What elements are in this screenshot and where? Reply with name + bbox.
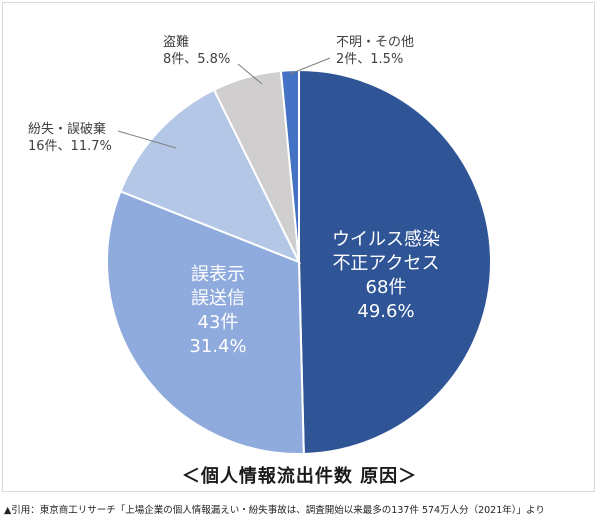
- pie-slice-2: [119, 88, 302, 264]
- slice-label-1: 誤表示誤送信 43件 31.4%: [189, 264, 246, 357]
- source-note: ▲引用：東京商工リサーチ「上場企業の個人情報漏えい・紛失事故は、調査開始以来最多…: [4, 505, 545, 516]
- leader-line-2: [117, 130, 177, 149]
- pie-slice-0: [298, 68, 492, 455]
- slice-label-4: 不明・その他 2件、1.5%: [336, 35, 414, 67]
- slice-label-2: 紛失・誤破棄 16件、11.7%: [28, 121, 112, 154]
- leader-line-4: [289, 57, 331, 75]
- leader-line-3: [237, 63, 263, 85]
- pie-slice-1: [106, 190, 305, 455]
- slice-label-0: ウイルス感染不正アクセス 68件 49.6%: [332, 229, 440, 322]
- chart-title: ＜個人情報流出件数 原因＞: [181, 466, 418, 487]
- slice-label-3: 盗難 8件、5.8%: [163, 34, 230, 67]
